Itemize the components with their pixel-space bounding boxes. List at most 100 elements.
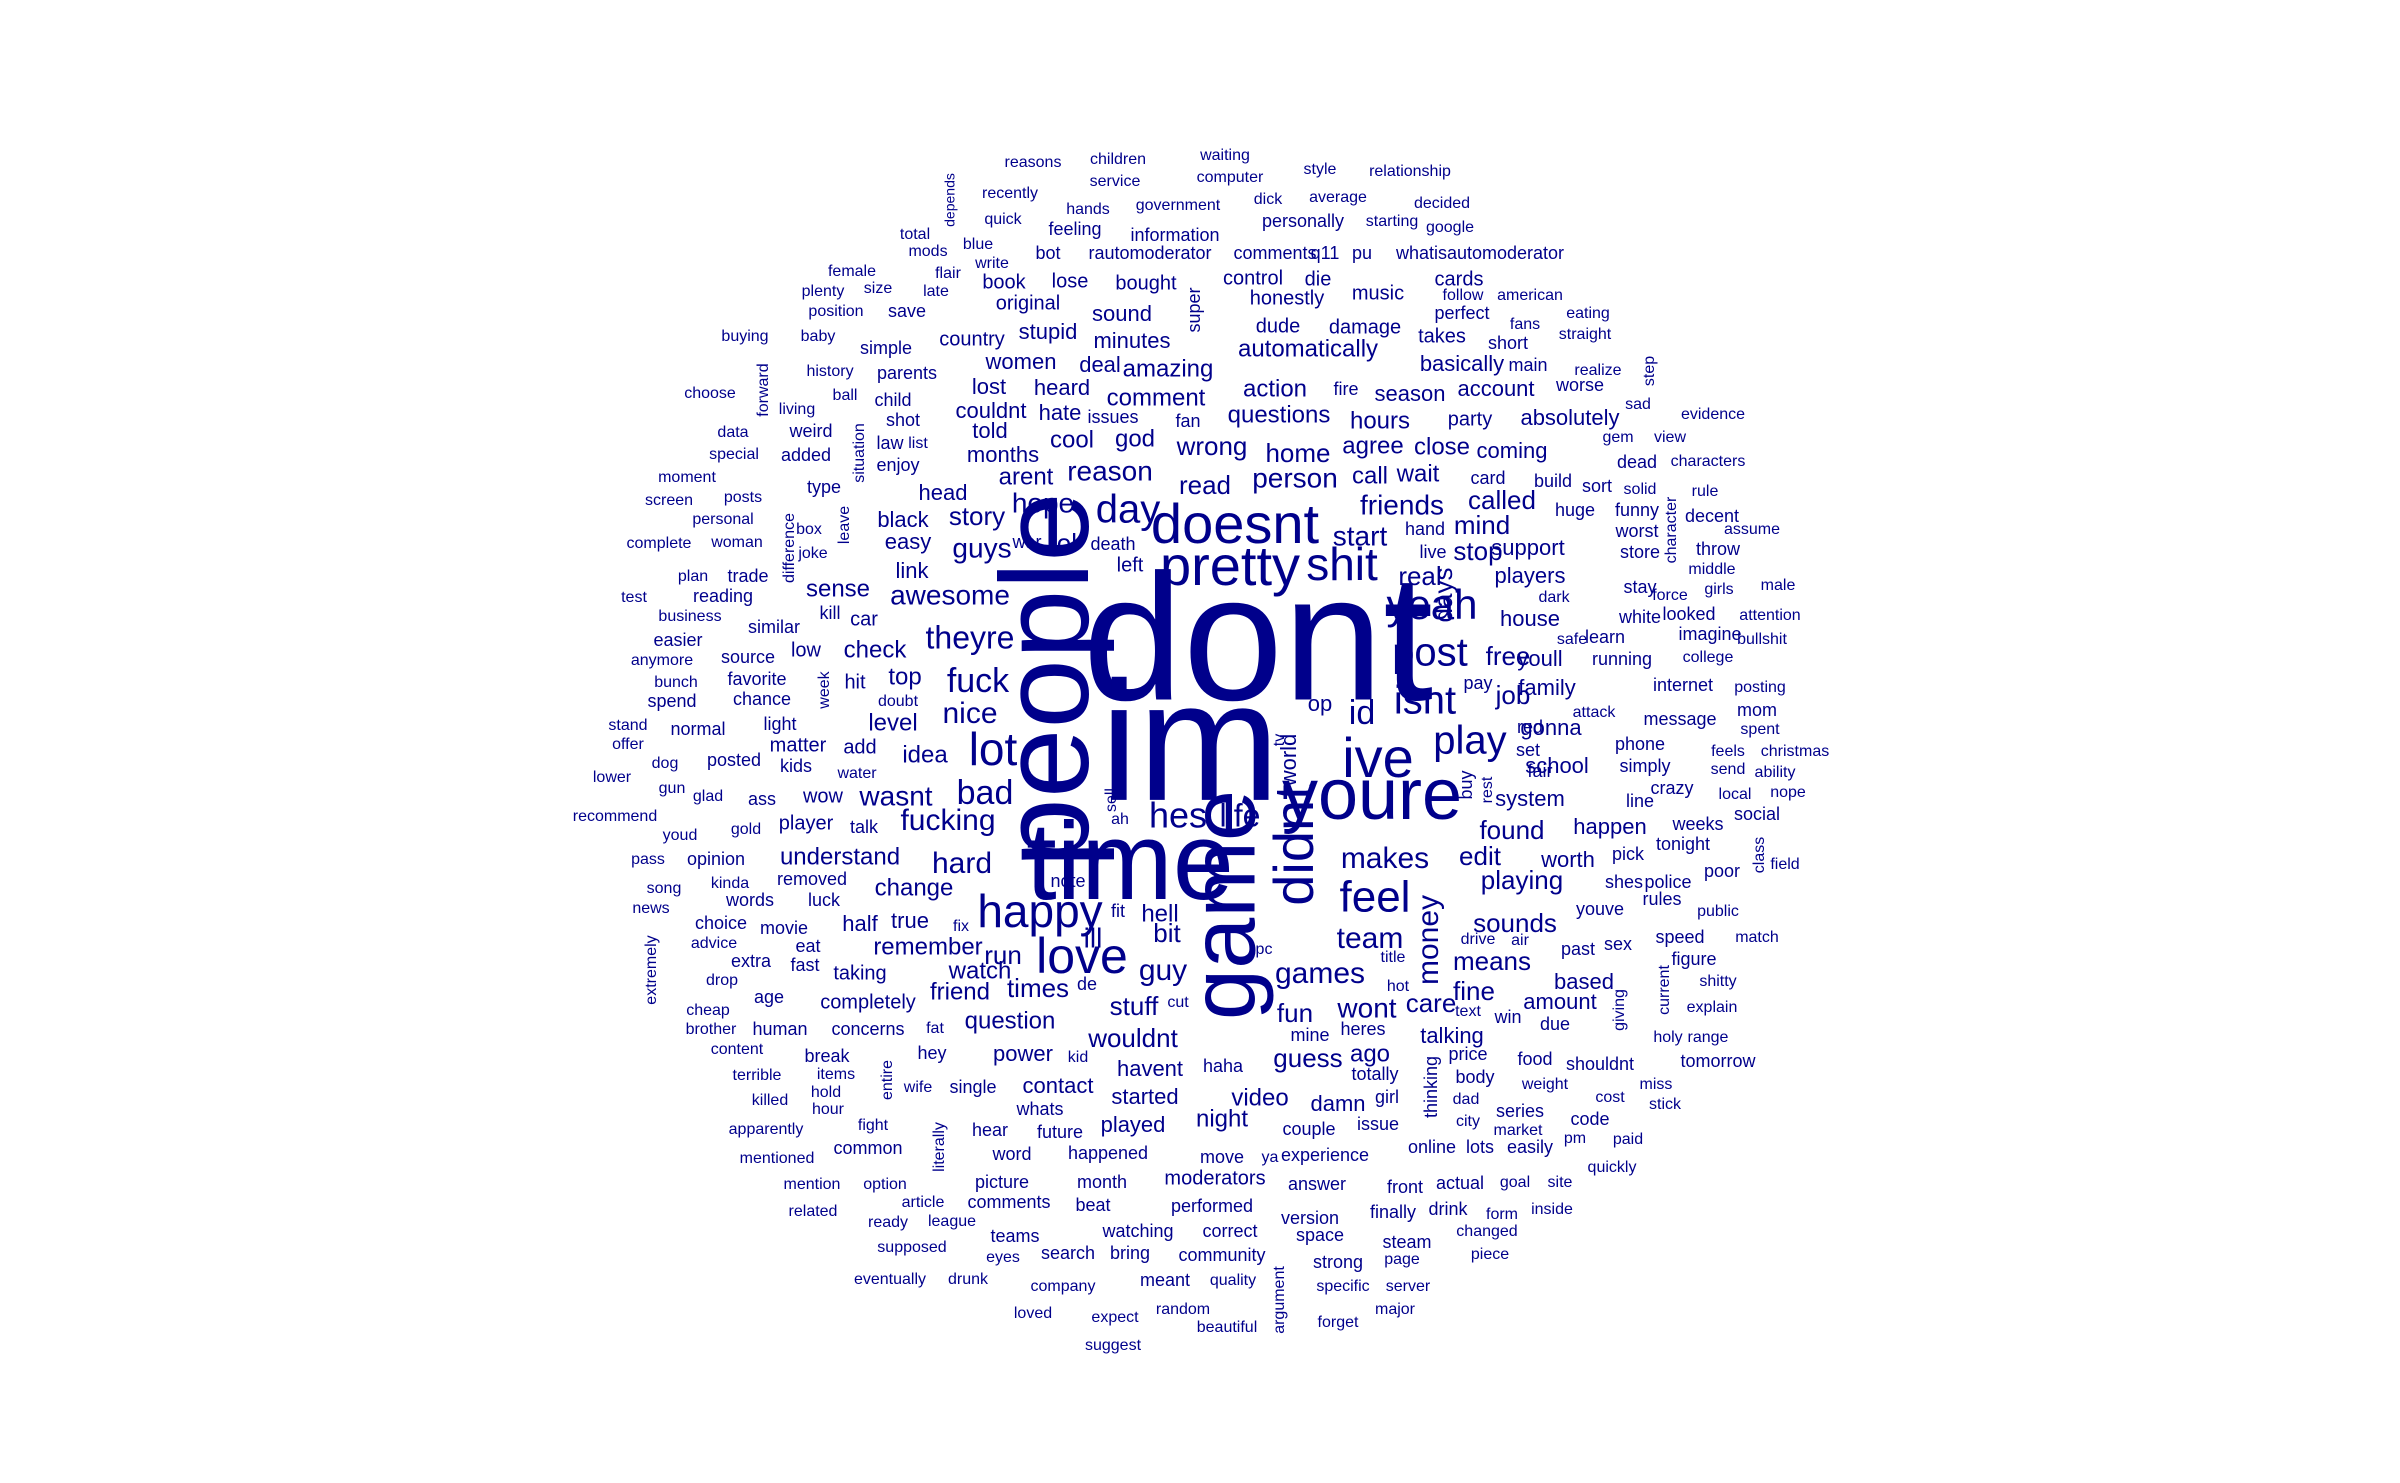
cloud-word-start: start — [1333, 520, 1388, 551]
cloud-word-players: players — [1495, 563, 1566, 588]
cloud-word-line: line — [1626, 791, 1654, 811]
cloud-word-poor: poor — [1704, 861, 1740, 881]
cloud-word-person: person — [1252, 462, 1338, 493]
cloud-word-christmas: christmas — [1761, 743, 1829, 760]
cloud-word-ready: ready — [868, 1214, 908, 1231]
cloud-word-wouldnt: wouldnt — [1087, 1023, 1178, 1053]
cloud-word-makes: makes — [1341, 842, 1429, 875]
cloud-word-kid: kid — [1068, 1049, 1088, 1066]
cloud-word-child: child — [874, 390, 911, 410]
cloud-word-holy: holy — [1653, 1029, 1682, 1046]
cloud-word-assume: assume — [1724, 521, 1780, 538]
cloud-word-automatically: automatically — [1238, 335, 1378, 362]
cloud-word-trade: trade — [727, 566, 768, 586]
cloud-word-strong: strong — [1313, 1252, 1363, 1272]
cloud-word-guess: guess — [1273, 1043, 1342, 1073]
cloud-word-ago: ago — [1350, 1040, 1390, 1067]
cloud-word-fat: fat — [926, 1020, 944, 1037]
cloud-word-kids: kids — [780, 756, 812, 776]
cloud-word-care: care — [1406, 988, 1457, 1018]
cloud-word-plan: plan — [678, 568, 708, 585]
cloud-word-bullshit: bullshit — [1737, 631, 1787, 648]
cloud-word-build: build — [1534, 471, 1572, 491]
cloud-word-lost: lost — [972, 374, 1006, 399]
cloud-word-love: love — [1036, 928, 1128, 984]
cloud-word-lots: lots — [1466, 1137, 1494, 1157]
cloud-word-phone: phone — [1615, 734, 1665, 754]
cloud-word-baby: baby — [801, 328, 836, 345]
cloud-word-read: read — [1179, 470, 1231, 500]
cloud-word-easier: easier — [653, 630, 702, 650]
cloud-word-apparently: apparently — [729, 1121, 804, 1138]
cloud-word-male: male — [1761, 577, 1796, 594]
cloud-word-source: source — [721, 647, 775, 667]
cloud-word-world: world — [1276, 734, 1301, 788]
cloud-word-shouldnt: shouldnt — [1566, 1054, 1634, 1074]
cloud-word-crazy: crazy — [1650, 778, 1693, 798]
cloud-word-hot: hot — [1387, 978, 1410, 995]
cloud-word-business: business — [658, 608, 721, 625]
cloud-word-fit: fit — [1111, 901, 1125, 921]
cloud-word-mind: mind — [1454, 510, 1510, 540]
cloud-word-social: social — [1734, 804, 1780, 824]
cloud-word-stand: stand — [608, 717, 647, 734]
cloud-word-head: head — [919, 480, 968, 505]
cloud-word-public: public — [1697, 903, 1739, 920]
cloud-word-meant: meant — [1140, 1270, 1190, 1290]
cloud-word-takes: takes — [1418, 325, 1466, 347]
cloud-word-miss: miss — [1640, 1076, 1673, 1093]
cloud-word-mods: mods — [908, 243, 947, 260]
cloud-word-super: super — [1184, 287, 1204, 332]
cloud-word-feeling: feeling — [1048, 219, 1101, 239]
cloud-word-feels: feels — [1711, 743, 1745, 760]
cloud-word-stop: stop — [1453, 536, 1502, 566]
cloud-word-funny: funny — [1615, 500, 1659, 520]
cloud-word-parents: parents — [877, 363, 937, 383]
cloud-word-rule: rule — [1692, 483, 1719, 500]
cloud-word-sell: sell — [1103, 788, 1120, 812]
cloud-word-thinking: thinking — [1421, 1056, 1441, 1118]
cloud-word-power: power — [993, 1041, 1053, 1066]
cloud-word-store: store — [1620, 542, 1660, 562]
cloud-word-happen: happen — [1573, 814, 1646, 839]
cloud-word-understand: understand — [780, 843, 900, 870]
cloud-word-option: option — [863, 1176, 907, 1193]
cloud-word-luck: luck — [808, 890, 841, 910]
cloud-word-hold: hold — [811, 1084, 841, 1101]
cloud-word-whatisautomoderator: whatisautomoderator — [1395, 243, 1564, 263]
cloud-word-team: team — [1337, 922, 1404, 955]
cloud-word-edit: edit — [1459, 841, 1502, 871]
cloud-word-hell: hell — [1141, 900, 1178, 927]
cloud-word-times: times — [1007, 973, 1069, 1003]
cloud-word-games: games — [1275, 957, 1365, 990]
cloud-word-children: children — [1090, 151, 1146, 168]
cloud-word-hope: hope — [1012, 487, 1074, 518]
cloud-word-check: check — [844, 636, 908, 663]
cloud-word-local: local — [1719, 786, 1752, 803]
cloud-word-nice: nice — [942, 697, 997, 730]
cloud-word-amount: amount — [1523, 989, 1596, 1014]
cloud-word-advice: advice — [691, 935, 737, 952]
cloud-word-supposed: supposed — [877, 1239, 946, 1256]
cloud-word-short: short — [1488, 333, 1528, 353]
cloud-word-type: type — [807, 477, 841, 497]
cloud-word-heard: heard — [1034, 375, 1090, 400]
cloud-word-front: front — [1387, 1177, 1423, 1197]
cloud-word-solid: solid — [1624, 481, 1657, 498]
cloud-word-depends: depends — [942, 173, 958, 227]
cloud-word-american: american — [1497, 287, 1563, 304]
cloud-word-government: government — [1136, 197, 1221, 214]
cloud-word-quality: quality — [1210, 1272, 1256, 1289]
cloud-word-sounds: sounds — [1473, 908, 1557, 938]
cloud-word-human: human — [752, 1019, 807, 1039]
cloud-word-search: search — [1041, 1243, 1095, 1263]
cloud-word-running: running — [1592, 649, 1652, 669]
cloud-word-day: day — [1096, 488, 1161, 532]
cloud-word-issues: issues — [1087, 407, 1138, 427]
cloud-word-white: white — [1618, 607, 1661, 627]
cloud-word-month: month — [1077, 1172, 1127, 1192]
cloud-word-choice: choice — [695, 913, 747, 933]
cloud-word-fast: fast — [790, 955, 819, 975]
cloud-word-night: night — [1196, 1105, 1248, 1132]
